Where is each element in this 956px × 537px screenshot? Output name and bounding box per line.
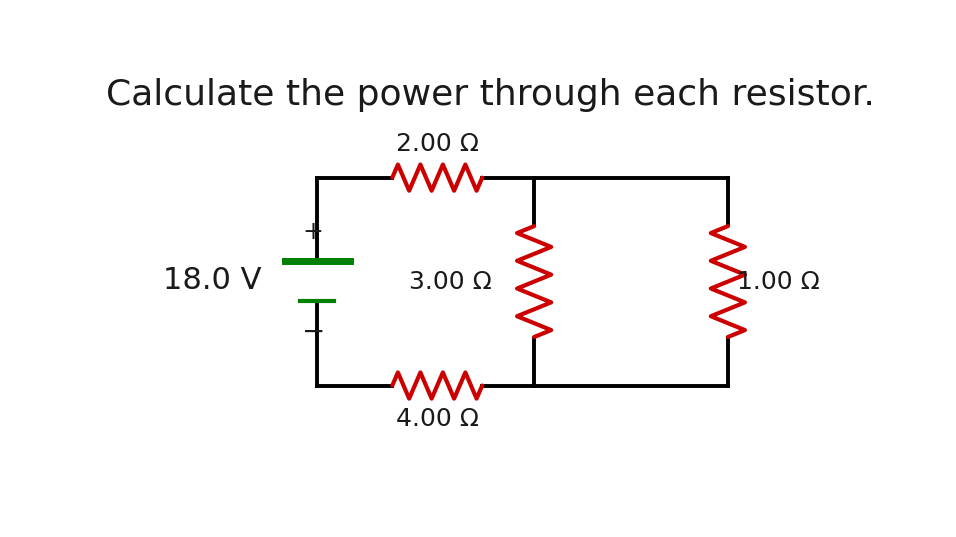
Text: 3.00 Ω: 3.00 Ω (408, 270, 491, 294)
Text: Calculate the power through each resistor.: Calculate the power through each resisto… (105, 77, 875, 112)
Text: 18.0 V: 18.0 V (163, 266, 262, 295)
Text: +: + (303, 220, 324, 244)
Text: 1.00 Ω: 1.00 Ω (737, 270, 820, 294)
Text: 4.00 Ω: 4.00 Ω (396, 407, 479, 431)
Text: 2.00 Ω: 2.00 Ω (396, 132, 479, 156)
Text: −: − (302, 318, 325, 346)
